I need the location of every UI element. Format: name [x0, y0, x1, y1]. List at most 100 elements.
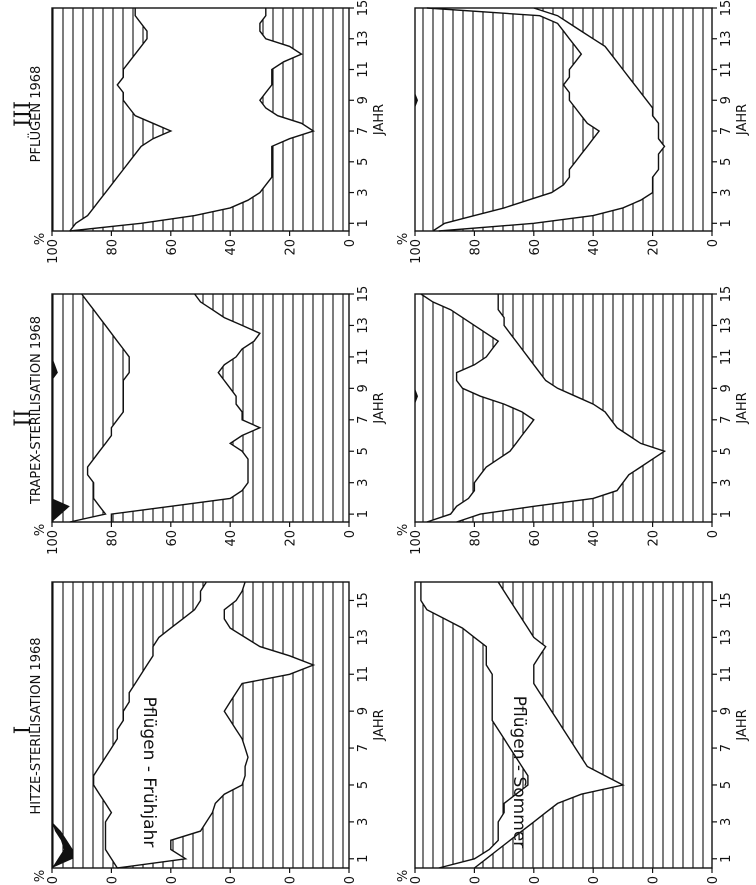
panel-title: TRAPEX-STERILISATION 1968 [29, 316, 44, 505]
year-tick-label: 11 [356, 61, 371, 78]
series-line-lower [117, 581, 316, 869]
panel-label-1: I [11, 726, 36, 735]
row-label-1: Pflügen - Frühjahr [139, 697, 159, 848]
year-axis-label: JAHR [735, 392, 750, 424]
value-tick-label: 40 [224, 239, 239, 256]
plot-frame [414, 581, 713, 869]
year-tick-label: 1 [356, 219, 371, 227]
series-line-lower [473, 581, 625, 869]
hatch-lower-region [438, 8, 712, 231]
value-tick-label: 0 [343, 239, 358, 247]
value-tick-label: 80 [468, 876, 483, 885]
series-line-upper [92, 581, 207, 869]
year-tick-label: 3 [719, 479, 734, 487]
series-line-lower [438, 7, 666, 232]
value-tick-label: 0 [706, 876, 721, 884]
value-tick-label: 40 [587, 239, 602, 256]
value-tick-label: 40 [587, 876, 602, 885]
year-tick-label: 9 [356, 707, 371, 715]
year-tick-label: 5 [719, 781, 734, 789]
value-tick-label: 0 [706, 239, 721, 247]
value-tick-label: 40 [224, 876, 239, 885]
percent-axis-label: % [396, 870, 411, 882]
value-tick-label: 100 [409, 530, 424, 555]
year-tick-label: 9 [719, 96, 734, 104]
plot-frame [51, 7, 350, 232]
year-tick-label: 3 [356, 188, 371, 196]
plot-frame [51, 581, 350, 869]
year-axis-label: JAHR [372, 709, 387, 741]
series-line-lower [456, 294, 667, 523]
year-tick-label: 3 [356, 479, 371, 487]
series-line-upper [69, 293, 130, 523]
value-tick-label: 60 [165, 239, 180, 256]
year-tick-label: 13 [356, 317, 371, 334]
value-tick-label: 100 [46, 530, 61, 555]
value-tick-label: 60 [528, 530, 543, 547]
year-tick-label: 3 [356, 818, 371, 826]
hatch-lower-region [456, 294, 712, 522]
year-axis-label: JAHR [735, 104, 750, 136]
year-tick-label: 11 [356, 666, 371, 683]
value-tick-label: 100 [46, 239, 61, 264]
year-tick-label: 3 [719, 188, 734, 196]
value-tick-label: 40 [587, 530, 602, 547]
panel-title: HITZE-STERILISATION 1968 [29, 637, 44, 814]
value-tick-label: 60 [528, 876, 543, 885]
value-tick-label: 100 [46, 876, 61, 885]
plot-frame [414, 7, 713, 232]
year-tick-label: 7 [356, 416, 371, 424]
year-tick-label: 9 [356, 384, 371, 392]
value-tick-label: 20 [284, 530, 299, 547]
series-line-upper [420, 293, 535, 523]
value-tick-label: 80 [105, 239, 120, 256]
panel-label-2: II [11, 409, 36, 426]
year-axis-label: JAHR [372, 392, 387, 424]
year-tick-label: 7 [356, 127, 371, 135]
value-tick-label: 20 [647, 239, 662, 256]
year-tick-label: 7 [719, 127, 734, 135]
hatch-upper-region [415, 582, 528, 868]
year-tick-label: 7 [356, 744, 371, 752]
year-tick-label: 11 [719, 349, 734, 366]
hatch-lower-region [474, 582, 712, 868]
value-tick-label: 0 [706, 530, 721, 538]
panel-title: PFLÜGEN 1968 [27, 66, 44, 163]
percent-axis-label: % [396, 233, 411, 245]
hatch-upper-region [52, 8, 171, 231]
year-tick-label: 15 [719, 0, 734, 16]
value-tick-label: 40 [224, 530, 239, 547]
year-tick-label: 7 [719, 744, 734, 752]
value-tick-label: 100 [409, 239, 424, 264]
series-line-upper [426, 7, 601, 232]
black-band [52, 294, 70, 522]
year-tick-label: 9 [719, 384, 734, 392]
year-tick-label: 15 [719, 592, 734, 609]
year-tick-label: 5 [356, 158, 371, 166]
chart-panels: 02040608010013579111315%JAHRHITZE-STERIL… [27, 0, 750, 885]
year-tick-label: 1 [719, 219, 734, 227]
hatch-lower-region [69, 8, 350, 231]
hatch-lower-region [117, 582, 349, 868]
year-tick-label: 13 [356, 30, 371, 47]
year-axis-label: JAHR [735, 709, 750, 741]
value-tick-label: 80 [105, 530, 120, 547]
value-tick-label: 80 [468, 239, 483, 256]
year-tick-label: 3 [719, 818, 734, 826]
year-tick-label: 15 [719, 286, 734, 303]
year-tick-label: 1 [719, 855, 734, 863]
value-tick-label: 60 [165, 876, 180, 885]
percent-axis-label: % [33, 870, 48, 882]
hatch-upper-region [415, 8, 600, 231]
panel-II-row-1: 02040608010013579111315%JAHRTRAPEX-STERI… [29, 286, 387, 555]
hatch-lower-region [111, 294, 350, 522]
year-tick-label: 9 [356, 96, 371, 104]
value-tick-label: 20 [647, 530, 662, 547]
value-tick-label: 20 [284, 876, 299, 885]
year-tick-label: 15 [356, 0, 371, 16]
